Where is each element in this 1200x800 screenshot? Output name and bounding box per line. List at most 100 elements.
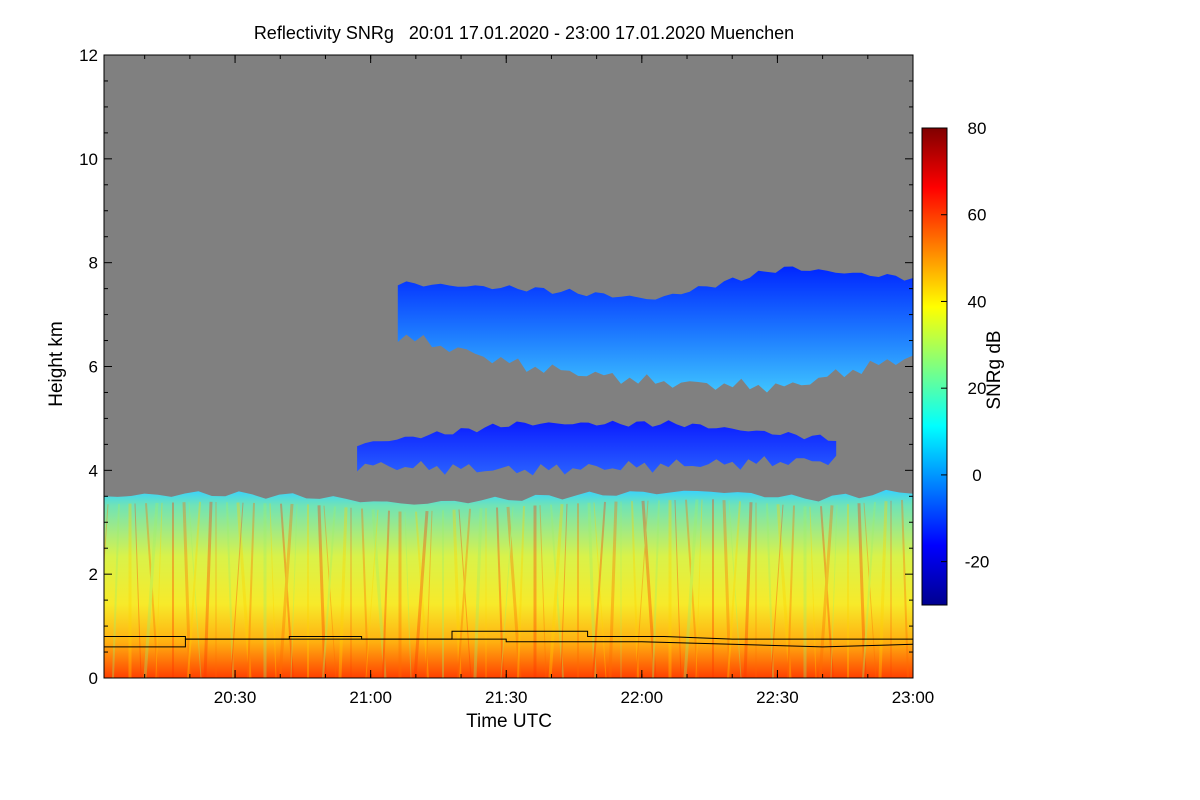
streak (382, 510, 390, 678)
colorbar-tick-label: -20 (965, 553, 990, 572)
streak (592, 501, 606, 678)
streak (743, 502, 753, 678)
streak (631, 501, 639, 678)
echo-layers (104, 266, 913, 678)
y-tick-label: 8 (89, 254, 98, 273)
streak (338, 507, 348, 678)
streak (496, 507, 504, 678)
streak (685, 499, 699, 678)
mixing-layer-line-2 (104, 638, 913, 648)
streak (317, 505, 327, 678)
streak (290, 504, 298, 678)
y-tick-label: 0 (89, 669, 98, 688)
streak (371, 509, 387, 678)
streak (500, 506, 514, 678)
streak (728, 500, 742, 678)
streak (458, 509, 472, 678)
streak (506, 506, 522, 678)
colorbar-tick-label: 20 (968, 379, 987, 398)
streak (863, 502, 877, 678)
streak (517, 506, 525, 678)
streak (770, 504, 784, 678)
streak (361, 508, 369, 678)
streak (587, 502, 597, 678)
y-tick-label: 4 (89, 461, 98, 480)
streak (143, 502, 159, 678)
streak (404, 511, 412, 678)
streak (830, 504, 838, 678)
layer-boundary-layer (104, 489, 913, 678)
y-tick-label: 12 (79, 46, 98, 65)
streak (818, 505, 834, 678)
streak (683, 499, 699, 678)
streak (727, 501, 741, 678)
streak (226, 502, 234, 678)
streak (809, 506, 817, 678)
streak (901, 499, 909, 678)
streak (776, 504, 792, 678)
streak (560, 503, 568, 678)
y-tick-label: 10 (79, 150, 98, 169)
y-tick-label: 6 (89, 358, 98, 377)
streak (413, 510, 429, 678)
streak (134, 503, 142, 678)
streak (674, 500, 682, 678)
streak (155, 502, 163, 678)
x-axis-label: Time UTC (466, 711, 552, 732)
streak (230, 502, 244, 678)
x-tick-label: 21:30 (485, 688, 528, 707)
x-tick-label: 21:00 (349, 688, 392, 707)
colorbar-tick-label: 80 (968, 119, 987, 138)
streak (635, 500, 649, 678)
chart-title: Reflectivity SNRg 20:01 17.01.2020 - 23:… (254, 23, 794, 43)
colorbar-ticks: -20 0 20 40 60 80 (941, 119, 989, 572)
mixing-layer-lines (104, 630, 913, 648)
colorbar: -20 0 20 40 60 80 SNRg dB (921, 119, 1005, 606)
streak (787, 505, 795, 678)
streak (278, 503, 294, 678)
streak (641, 500, 657, 678)
streak (766, 503, 774, 678)
streak (550, 504, 564, 678)
x-tick-label: 23:00 (892, 688, 935, 707)
y-axis: 0 2 4 6 8 10 12 (79, 46, 913, 688)
streak (457, 508, 471, 678)
streak (548, 504, 564, 678)
streak (415, 511, 429, 678)
layer-mid-level-cloud (357, 420, 837, 476)
streak (145, 503, 159, 678)
x-tick-label: 22:30 (756, 688, 799, 707)
streak (322, 506, 336, 678)
streak (425, 510, 433, 678)
streak (247, 502, 255, 678)
streak (652, 500, 660, 678)
streak (104, 504, 109, 570)
streak (236, 502, 252, 678)
boundary-layer-streaks (104, 499, 913, 678)
streak (593, 502, 607, 678)
streak (365, 509, 379, 678)
x-tick-label: 22:00 (621, 688, 664, 707)
colorbar-tick-label: 0 (972, 466, 981, 485)
colorbar-gradient (921, 127, 948, 606)
streak (452, 509, 462, 678)
x-tick-label: 20:30 (214, 688, 257, 707)
streak (269, 503, 277, 678)
streak (539, 505, 547, 678)
x-axis: 20:30 21:00 21:30 22:00 22:30 23:00 (144, 55, 935, 707)
y-axis-label: Height km (46, 321, 67, 407)
streak (820, 506, 834, 678)
streak (188, 502, 202, 678)
streak (473, 508, 483, 678)
streak (857, 503, 867, 678)
streak (280, 503, 294, 678)
plot-area (104, 55, 913, 678)
streak (203, 501, 213, 678)
y-tick-label: 2 (89, 565, 98, 584)
streak (862, 501, 876, 678)
colorbar-label: SNRg dB (984, 330, 1005, 409)
streak (187, 501, 201, 678)
streak (722, 500, 732, 678)
streak (695, 499, 703, 678)
